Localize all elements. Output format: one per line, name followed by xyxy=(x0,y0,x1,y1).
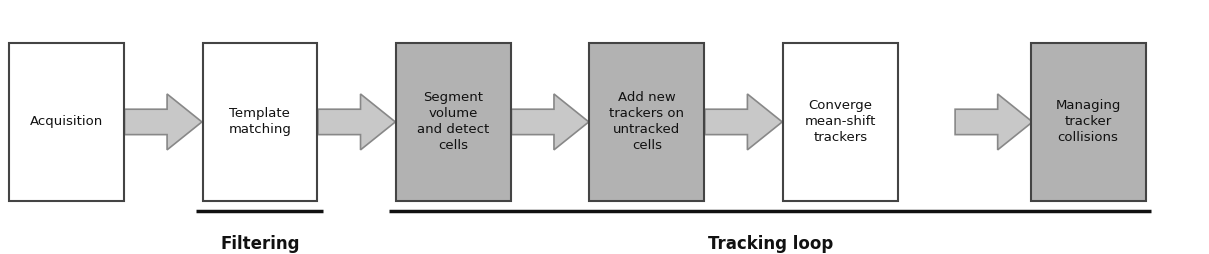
Polygon shape xyxy=(511,94,589,150)
FancyBboxPatch shape xyxy=(1031,43,1145,201)
Polygon shape xyxy=(955,94,1032,150)
Text: Managing
tracker
collisions: Managing tracker collisions xyxy=(1055,99,1121,145)
Text: Acquisition: Acquisition xyxy=(30,115,103,129)
Polygon shape xyxy=(125,94,202,150)
Text: Add new
trackers on
untracked
cells: Add new trackers on untracked cells xyxy=(609,91,684,152)
Text: Tracking loop: Tracking loop xyxy=(707,235,833,253)
FancyBboxPatch shape xyxy=(8,43,125,201)
Text: Converge
mean-shift
trackers: Converge mean-shift trackers xyxy=(804,99,877,145)
FancyBboxPatch shape xyxy=(783,43,897,201)
FancyBboxPatch shape xyxy=(397,43,510,201)
Text: Segment
volume
and detect
cells: Segment volume and detect cells xyxy=(417,91,490,152)
Text: Filtering: Filtering xyxy=(220,235,300,253)
FancyBboxPatch shape xyxy=(202,43,317,201)
Text: Template
matching: Template matching xyxy=(229,107,291,136)
Polygon shape xyxy=(705,94,782,150)
FancyBboxPatch shape xyxy=(590,43,704,201)
Polygon shape xyxy=(318,94,395,150)
